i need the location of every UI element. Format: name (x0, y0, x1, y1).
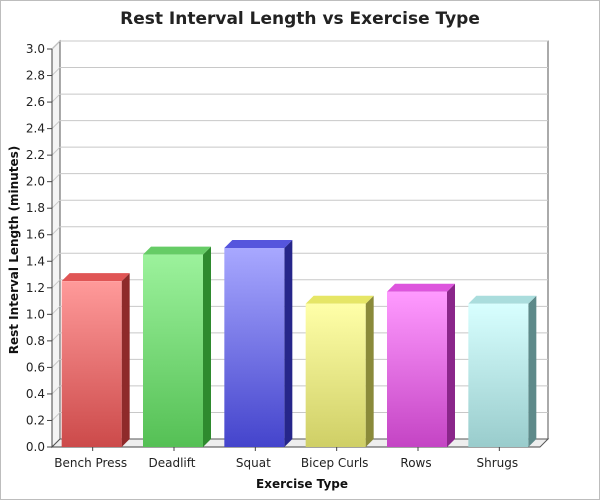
bar (143, 255, 203, 447)
chart-title: Rest Interval Length vs Exercise Type (120, 9, 480, 29)
plot-area: 0.0 0.2 0.4 0.6 0.8 1.0 1.2 1.4 1.6 1.8 2.0 2.2 2.4 2… (26, 41, 548, 470)
y-tick-label: 2.4 (26, 122, 45, 136)
bar-side (284, 240, 292, 447)
y-tick-label: 0.6 (26, 360, 45, 374)
bar-top (387, 284, 455, 292)
y-tick-label: 1.0 (26, 307, 45, 321)
bar (224, 248, 284, 447)
x-tick-label: Bench Press (54, 456, 127, 470)
bar (62, 281, 122, 447)
bar-side (203, 247, 211, 447)
side-wall (52, 41, 60, 447)
x-tick-label: Deadlift (149, 456, 196, 470)
y-tick-label: 0.2 (26, 413, 45, 427)
bar (387, 292, 447, 447)
y-tick-label: 0.4 (26, 387, 45, 401)
bar-side (447, 284, 455, 447)
y-tick-label: 2.8 (26, 69, 45, 83)
bar-side (122, 273, 130, 447)
x-tick-label: Shrugs (477, 456, 519, 470)
bar-top (62, 273, 130, 281)
y-axis-title: Rest Interval Length (minutes) (7, 146, 21, 355)
bar (306, 304, 366, 447)
bar-side (528, 296, 536, 447)
y-tick-label: 1.4 (26, 254, 45, 268)
bar-side (366, 296, 374, 447)
bar-top (143, 247, 211, 255)
y-tick-label: 1.8 (26, 201, 45, 215)
y-tick-label: 0.8 (26, 334, 45, 348)
y-tick-label: 0.0 (26, 440, 45, 454)
bar-top (306, 296, 374, 304)
y-tick-label: 1.6 (26, 228, 45, 242)
x-tick-label: Rows (400, 456, 431, 470)
y-tick-label: 2.2 (26, 148, 45, 162)
y-tick-label: 1.2 (26, 281, 45, 295)
bar (468, 304, 528, 447)
y-tick-label: 3.0 (26, 42, 45, 56)
x-axis-title: Exercise Type (256, 477, 348, 491)
bar-top (224, 240, 292, 248)
y-tick-label: 2.0 (26, 175, 45, 189)
bar-top (468, 296, 536, 304)
y-tick-label: 2.6 (26, 95, 45, 109)
x-tick-label: Squat (236, 456, 271, 470)
x-tick-label: Bicep Curls (301, 456, 368, 470)
